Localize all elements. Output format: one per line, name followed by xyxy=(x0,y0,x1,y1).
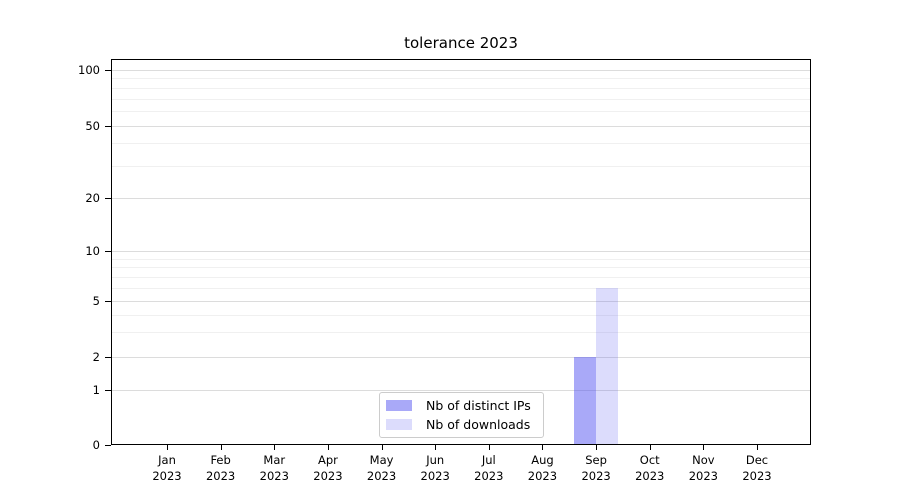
y-tick-mark xyxy=(105,198,111,199)
x-tick-mark xyxy=(649,445,651,450)
y-tick-label: 5 xyxy=(92,294,100,308)
legend-row: Nb of downloads xyxy=(383,415,543,434)
x-tick-month: Feb xyxy=(210,453,231,467)
x-tick-month: Jul xyxy=(481,453,496,467)
minor-gridline xyxy=(112,78,810,80)
major-gridline xyxy=(112,70,810,71)
x-tick-mark xyxy=(596,445,598,450)
x-tick-label-jul: Jul 2023 xyxy=(459,452,519,484)
x-tick-year: 2023 xyxy=(742,469,772,483)
x-tick-mark xyxy=(488,445,490,450)
x-tick-label-nov: Nov 2023 xyxy=(673,452,733,484)
x-tick-label-aug: Aug 2023 xyxy=(512,452,572,484)
y-tick-label: 20 xyxy=(85,191,100,205)
x-tick-year: 2023 xyxy=(259,469,289,483)
y-tick-mark xyxy=(105,251,111,252)
bar-distinct-ips-sep xyxy=(574,356,597,444)
minor-gridline xyxy=(112,287,810,289)
chart-title: tolerance 2023 xyxy=(404,34,518,52)
x-tick-year: 2023 xyxy=(152,469,182,483)
bar-downloads-sep xyxy=(596,287,619,444)
x-tick-label-may: May 2023 xyxy=(352,452,412,484)
legend-swatch-downloads xyxy=(386,419,412,430)
x-tick-month: Dec xyxy=(745,453,769,467)
minor-gridline xyxy=(112,98,810,100)
x-tick-label-feb: Feb 2023 xyxy=(191,452,251,484)
x-tick-label-mar: Mar 2023 xyxy=(244,452,304,484)
x-tick-label-sep: Sep 2023 xyxy=(566,452,626,484)
x-tick-year: 2023 xyxy=(635,469,665,483)
y-tick-label: 100 xyxy=(78,63,100,77)
x-tick-mark xyxy=(381,445,383,450)
x-tick-mark xyxy=(220,445,222,450)
x-tick-year: 2023 xyxy=(688,469,718,483)
y-tick-mark xyxy=(105,125,111,127)
legend-row: Nb of distinct IPs xyxy=(383,396,543,415)
minor-gridline xyxy=(112,331,810,333)
x-tick-mark xyxy=(703,445,705,450)
x-tick-mark xyxy=(167,445,168,450)
minor-gridline xyxy=(112,143,810,145)
y-tick-label: 0 xyxy=(92,437,100,452)
major-gridline xyxy=(112,125,810,127)
minor-gridline xyxy=(112,258,810,260)
x-tick-year: 2023 xyxy=(205,469,236,483)
x-tick-month: Oct xyxy=(639,453,660,467)
x-tick-year: 2023 xyxy=(366,469,397,483)
y-tick-mark xyxy=(105,356,111,358)
major-gridline xyxy=(112,356,810,358)
x-tick-label-apr: Apr 2023 xyxy=(298,452,358,484)
minor-gridline xyxy=(112,165,810,167)
major-gridline xyxy=(112,251,810,252)
x-tick-mark xyxy=(327,445,329,450)
minor-gridline xyxy=(112,314,810,316)
x-tick-mark xyxy=(756,445,758,450)
x-tick-label-jun: Jun 2023 xyxy=(405,452,465,484)
y-tick-mark xyxy=(105,444,111,446)
x-tick-month: Jan xyxy=(158,453,176,467)
x-tick-month: Aug xyxy=(531,453,554,467)
y-tick-mark xyxy=(105,70,111,71)
x-tick-mark xyxy=(542,445,544,450)
minor-gridline xyxy=(112,267,810,269)
x-tick-month: May xyxy=(369,453,394,467)
x-tick-month: Apr xyxy=(317,453,338,467)
major-gridline xyxy=(112,198,810,199)
x-tick-year: 2023 xyxy=(420,469,450,483)
x-tick-month: Sep xyxy=(585,453,607,467)
x-tick-year: 2023 xyxy=(581,469,611,483)
plot-area xyxy=(111,59,811,445)
x-tick-mark xyxy=(274,445,276,450)
minor-gridline xyxy=(112,276,810,278)
x-tick-year: 2023 xyxy=(474,469,504,483)
y-tick-label: 50 xyxy=(85,118,100,133)
minor-gridline xyxy=(112,110,810,112)
x-tick-label-dec: Dec 2023 xyxy=(727,452,787,484)
y-tick-mark xyxy=(105,301,111,302)
x-tick-mark xyxy=(435,445,437,450)
x-tick-year: 2023 xyxy=(313,469,343,483)
minor-gridline xyxy=(112,87,810,89)
x-tick-label-jan: Jan 2023 xyxy=(137,452,197,484)
y-tick-label: 1 xyxy=(92,382,100,397)
x-tick-label-oct: Oct 2023 xyxy=(620,452,680,484)
legend-label-distinct-ips: Nb of distinct IPs xyxy=(426,398,531,413)
legend: Nb of distinct IPs Nb of downloads xyxy=(379,392,544,438)
legend-label-downloads: Nb of downloads xyxy=(426,417,531,432)
x-tick-year: 2023 xyxy=(527,469,558,483)
x-tick-month: Jun xyxy=(426,453,445,467)
major-gridline xyxy=(112,389,810,391)
major-gridline xyxy=(112,301,810,302)
y-tick-label: 10 xyxy=(85,244,100,258)
y-tick-mark xyxy=(105,389,111,391)
x-tick-month: Nov xyxy=(692,453,715,467)
x-tick-month: Mar xyxy=(263,453,286,467)
y-tick-label: 2 xyxy=(92,349,100,364)
legend-swatch-distinct-ips xyxy=(386,400,412,411)
